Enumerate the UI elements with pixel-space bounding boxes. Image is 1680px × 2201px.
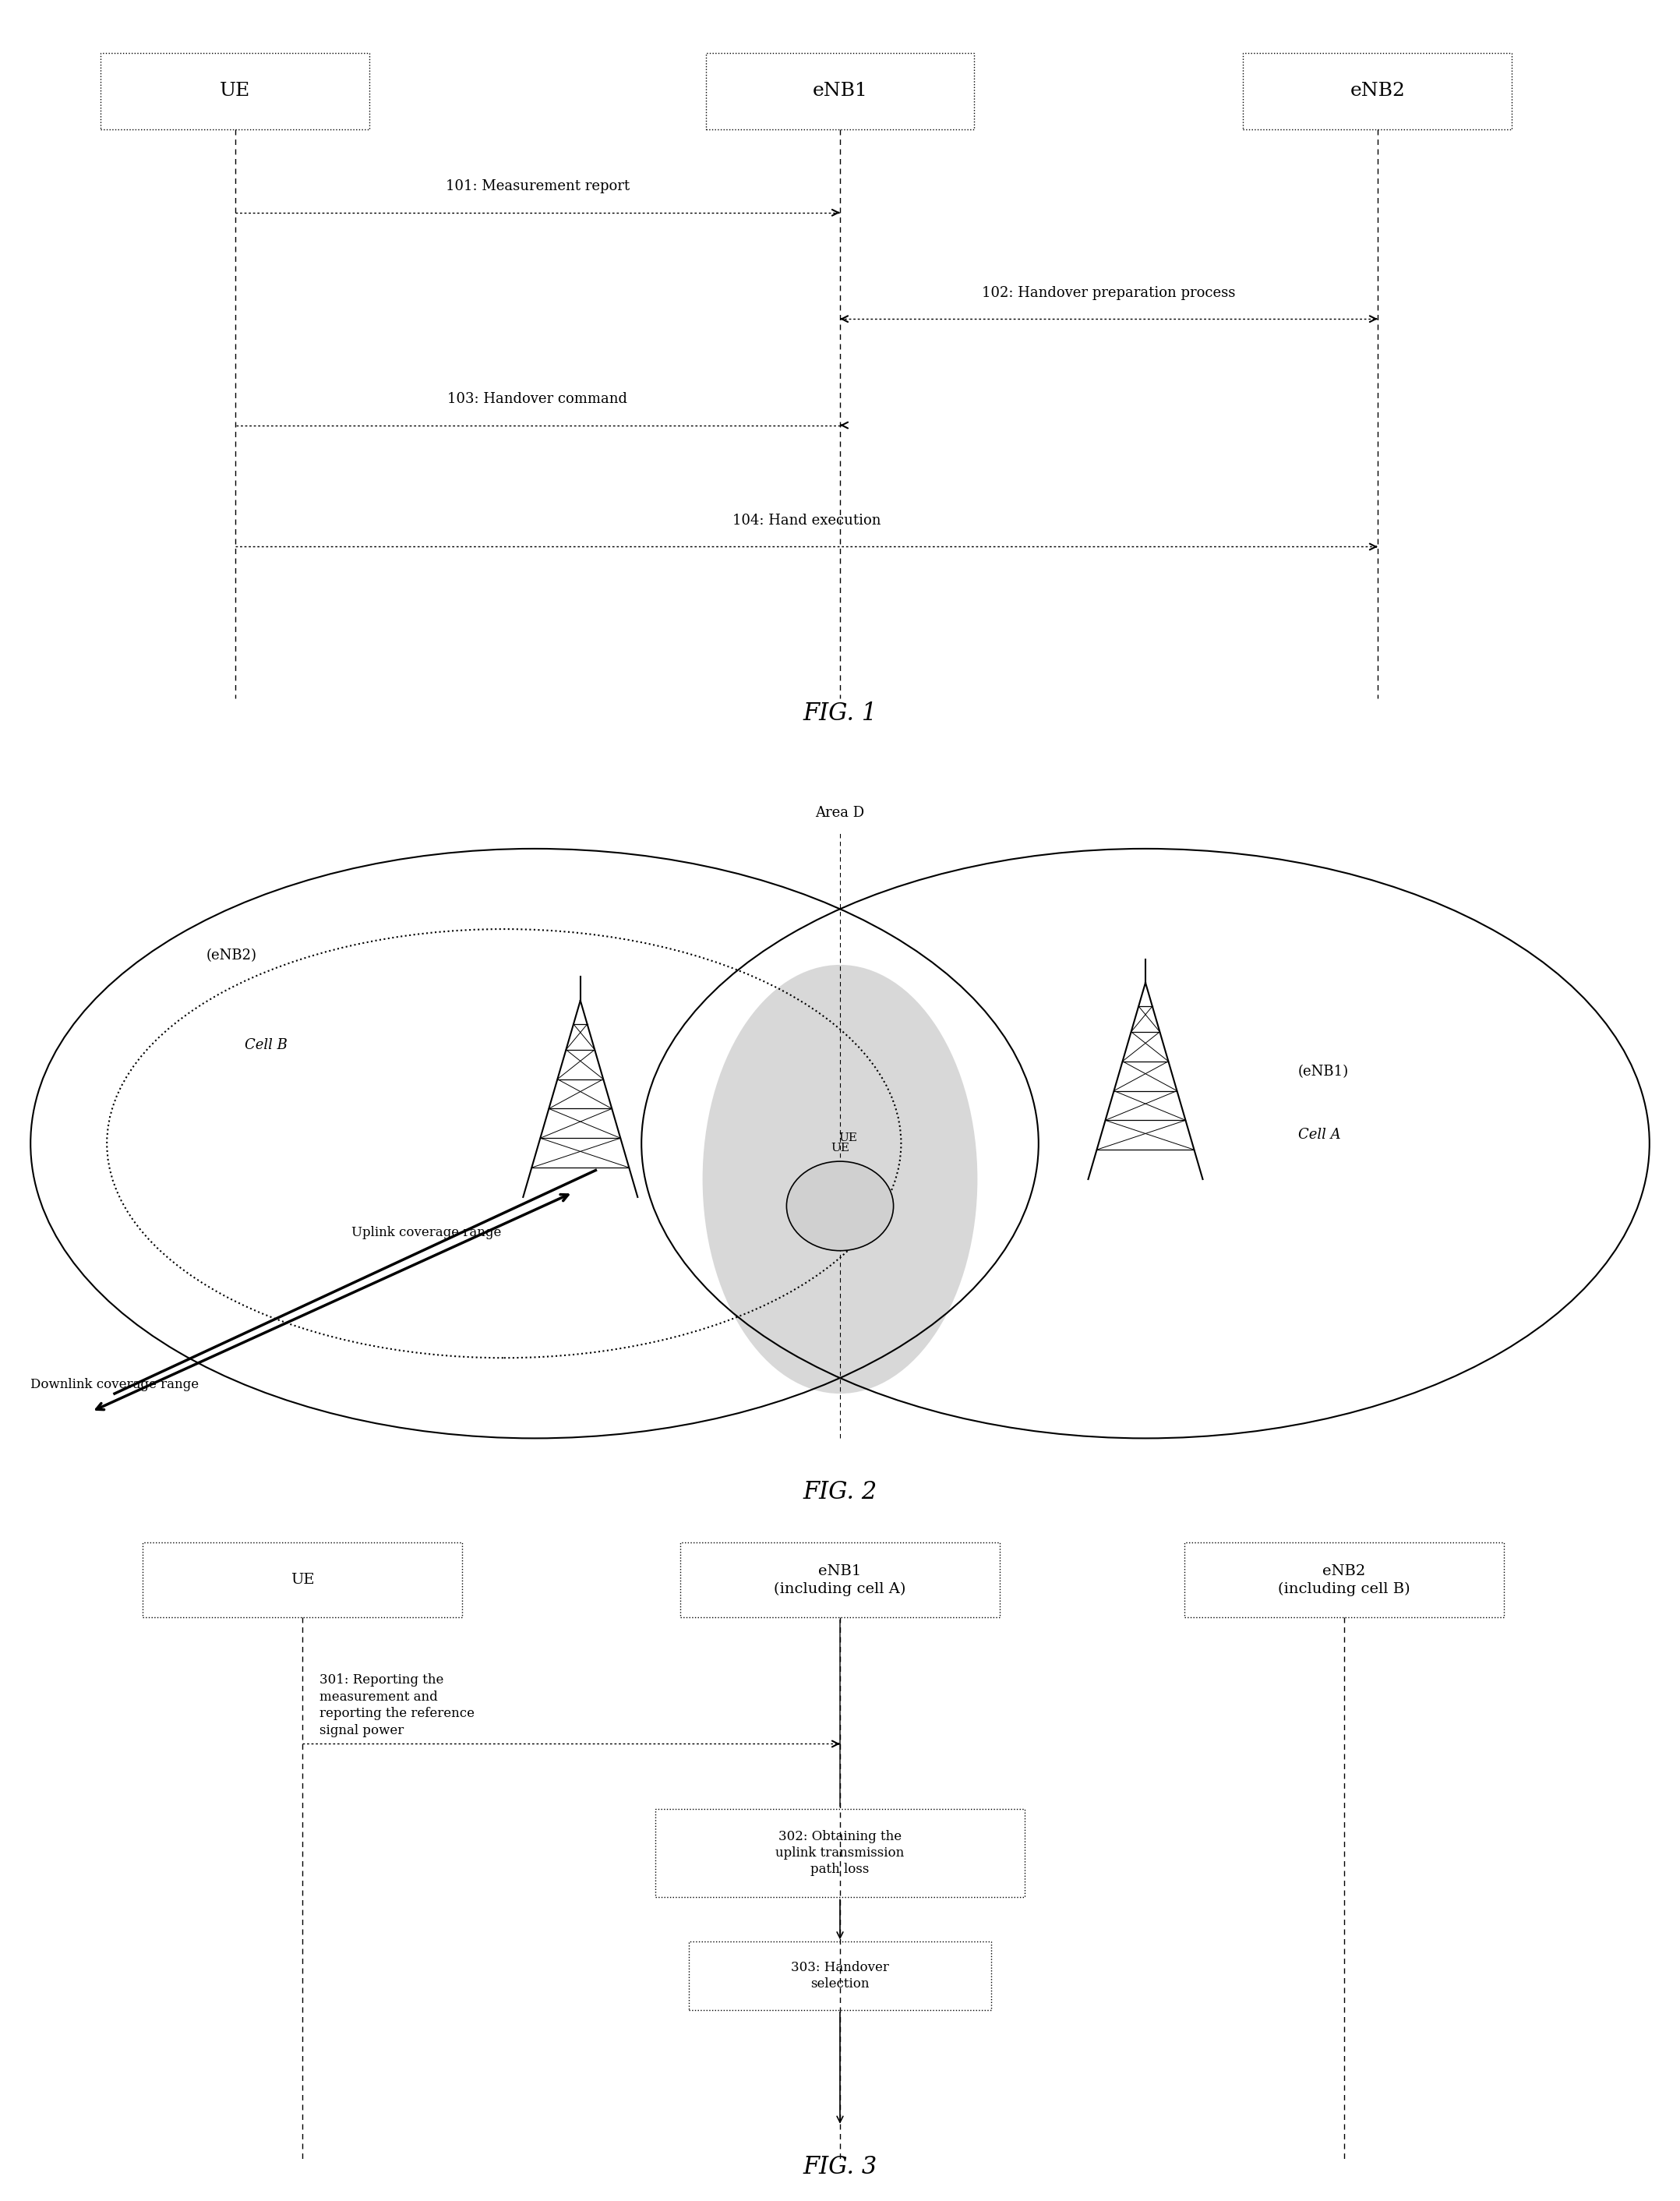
- Text: Area D: Area D: [815, 806, 865, 821]
- Text: Cell B: Cell B: [244, 1039, 287, 1052]
- Text: UE: UE: [220, 81, 250, 99]
- Text: 104: Hand execution: 104: Hand execution: [732, 513, 880, 528]
- FancyBboxPatch shape: [143, 1543, 462, 1618]
- Text: 303: Handover
selection: 303: Handover selection: [791, 1961, 889, 1990]
- Text: (eNB1): (eNB1): [1299, 1065, 1349, 1078]
- Text: 102: Handover preparation process: 102: Handover preparation process: [983, 286, 1235, 299]
- Text: UE: UE: [838, 1134, 857, 1145]
- Text: FIG. 2: FIG. 2: [803, 1479, 877, 1503]
- FancyBboxPatch shape: [101, 53, 370, 130]
- Text: 103: Handover command: 103: Handover command: [447, 392, 628, 407]
- Text: 301: Reporting the
measurement and
reporting the reference
signal power: 301: Reporting the measurement and repor…: [319, 1673, 474, 1737]
- Text: Uplink coverage range: Uplink coverage range: [351, 1226, 501, 1239]
- Ellipse shape: [786, 1162, 894, 1250]
- Ellipse shape: [702, 964, 978, 1393]
- Text: Cell A: Cell A: [1299, 1127, 1341, 1142]
- Text: FIG. 1: FIG. 1: [803, 702, 877, 726]
- FancyBboxPatch shape: [1184, 1543, 1504, 1618]
- FancyBboxPatch shape: [655, 1809, 1025, 1897]
- Text: (eNB2): (eNB2): [207, 949, 257, 962]
- Text: UE: UE: [830, 1142, 850, 1153]
- FancyBboxPatch shape: [689, 1941, 991, 2010]
- FancyBboxPatch shape: [680, 1543, 1000, 1618]
- Text: eNB1
(including cell A): eNB1 (including cell A): [774, 1565, 906, 1596]
- Text: eNB2
(including cell B): eNB2 (including cell B): [1278, 1565, 1410, 1596]
- FancyBboxPatch shape: [1243, 53, 1512, 130]
- Text: UE: UE: [291, 1574, 314, 1587]
- Text: FIG. 3: FIG. 3: [803, 2155, 877, 2179]
- Text: 302: Obtaining the
uplink transmission
path loss: 302: Obtaining the uplink transmission p…: [776, 1829, 904, 1875]
- Text: eNB1: eNB1: [813, 81, 867, 99]
- Text: eNB2: eNB2: [1351, 81, 1404, 99]
- Text: 101: Measurement report: 101: Measurement report: [445, 180, 630, 194]
- Text: Downlink coverage range: Downlink coverage range: [30, 1378, 198, 1391]
- FancyBboxPatch shape: [706, 53, 974, 130]
